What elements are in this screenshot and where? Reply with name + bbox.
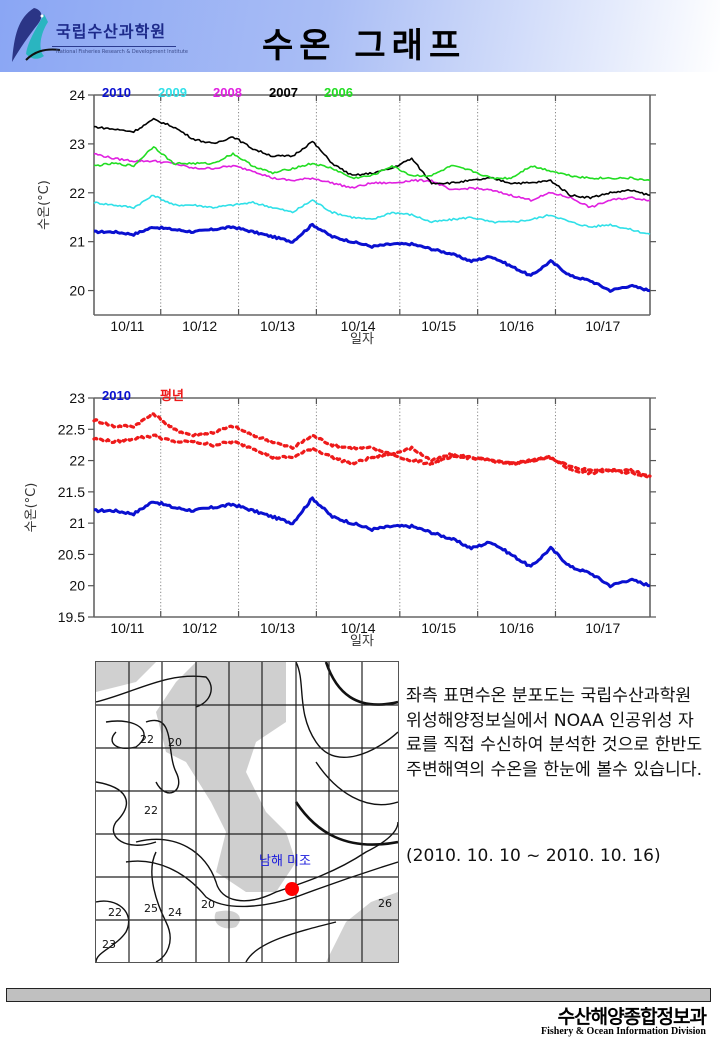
- x-tick-label: 10/13: [260, 620, 295, 636]
- x-tick-label: 10/16: [499, 620, 534, 636]
- legend-item: 2008: [213, 85, 242, 100]
- contour-label: 22: [144, 804, 158, 817]
- y-tick-label: 22: [69, 453, 85, 469]
- y-axis-label: 수온(°C): [24, 483, 39, 533]
- y-tick-label: 20.5: [58, 546, 85, 562]
- y-tick-label: 24: [69, 87, 85, 103]
- division-name-en: Fishery & Ocean Information Division: [541, 1026, 706, 1037]
- x-tick-label: 10/12: [182, 620, 217, 636]
- y-tick-label: 20: [69, 578, 85, 594]
- sst-map-svg: 22 20 22 22 25 24 20 23 26 남해 미조: [95, 661, 399, 963]
- series-line-2007: [93, 117, 651, 200]
- map-description: 좌측 표면수온 분포도는 국립수산과학원 위성해양정보실에서 NOAA 인공위성…: [406, 686, 703, 780]
- fish-logo-icon: [12, 8, 61, 62]
- x-tick-label: 10/14: [341, 620, 376, 636]
- china-land: [96, 662, 156, 692]
- map-period: (2010. 10. 10 ~ 2010. 10. 16): [406, 846, 661, 866]
- legend-item: 2009: [158, 85, 187, 100]
- page-header: 국립수산과학원 National Fisheries Research & De…: [0, 0, 720, 72]
- x-tick-label: 10/11: [110, 318, 144, 334]
- x-tick-label: 10/11: [110, 620, 144, 636]
- contour-label: 24: [168, 906, 182, 919]
- x-tick-label: 10/14: [341, 318, 376, 334]
- y-tick-label: 21.5: [58, 484, 85, 500]
- x-tick-label: 10/13: [260, 318, 295, 334]
- y-tick-label: 21: [69, 515, 85, 531]
- y-tick-label: 21: [69, 234, 85, 250]
- contour-label: 20: [201, 898, 215, 911]
- legend-item: 평년: [160, 388, 184, 403]
- y-tick-label: 20: [69, 283, 85, 299]
- series-line-2010: [94, 222, 651, 293]
- legend-item: 2006: [324, 85, 353, 100]
- legend-item: 2010: [102, 388, 131, 403]
- y-tick-label: 19.5: [58, 609, 85, 625]
- institute-name-en: National Fisheries Research & Developmen…: [56, 49, 188, 55]
- x-axis-label: 일자: [350, 634, 374, 649]
- x-tick-label: 10/12: [182, 318, 217, 334]
- station-marker[interactable]: [285, 882, 299, 896]
- chart-bottom-svg: 19.5 20 20.5 21 21.5 22 22.5 23 10/11 10/12 10/13 1…: [24, 388, 656, 649]
- x-tick-label: 10/16: [499, 318, 534, 334]
- legend-item: 2007: [269, 85, 298, 100]
- contour-labels: 22 20 22 22 25 24 20 23 26: [102, 733, 392, 951]
- y-tick-label: 22.5: [58, 421, 85, 437]
- institute-name-kr: 국립수산과학원: [56, 22, 167, 41]
- footer-bar: [6, 988, 711, 1002]
- x-tick-label: 10/15: [421, 620, 456, 636]
- series-line-평년lower: [92, 433, 652, 479]
- y-axis-label: 수온(°C): [37, 180, 52, 230]
- page-title: 수온 그래프: [262, 26, 467, 66]
- x-tick-label: 10/15: [421, 318, 456, 334]
- contour-label: 23: [102, 938, 116, 951]
- station-label: 남해 미조: [259, 854, 311, 869]
- contour-label: 20: [168, 736, 182, 749]
- y-tick-label: 23: [69, 136, 85, 152]
- contour-label: 25: [144, 902, 158, 915]
- sst-distribution-map: 22 20 22 22 25 24 20 23 26 남해 미조: [95, 661, 399, 963]
- institute-logo: 국립수산과학원 National Fisheries Research & De…: [4, 4, 188, 70]
- contour-label: 26: [378, 897, 392, 910]
- x-tick-label: 10/17: [585, 620, 620, 636]
- contour-label: 22: [140, 733, 154, 746]
- y-tick-label: 22: [69, 185, 85, 201]
- chart-top-svg: 20 21 22 23 24 10/11 10/12 10/13 10/14 10/15 10/16…: [37, 85, 656, 347]
- series-line-2008: [93, 152, 651, 209]
- x-axis-label: 일자: [350, 332, 374, 347]
- series-line-2006: [93, 146, 651, 182]
- map-grid: [96, 662, 398, 962]
- y-tick-label: 23: [69, 390, 85, 406]
- chart-bottom-normal-comparison: 19.5 20 20.5 21 21.5 22 22.5 23 10/11 10/12 10/13 1…: [0, 382, 720, 652]
- series-line-2010: [93, 496, 651, 589]
- legend-item: 2010: [102, 85, 131, 100]
- x-tick-label: 10/17: [585, 318, 620, 334]
- division-name-kr: 수산해양종합정보과: [557, 1006, 707, 1028]
- chart-top-yearly-comparison: 20 21 22 23 24 10/11 10/12 10/13 10/14 10/15 10/16…: [0, 80, 720, 350]
- logo-divider: [52, 46, 176, 47]
- contour-label: 22: [108, 906, 122, 919]
- series-line-2009: [93, 194, 651, 236]
